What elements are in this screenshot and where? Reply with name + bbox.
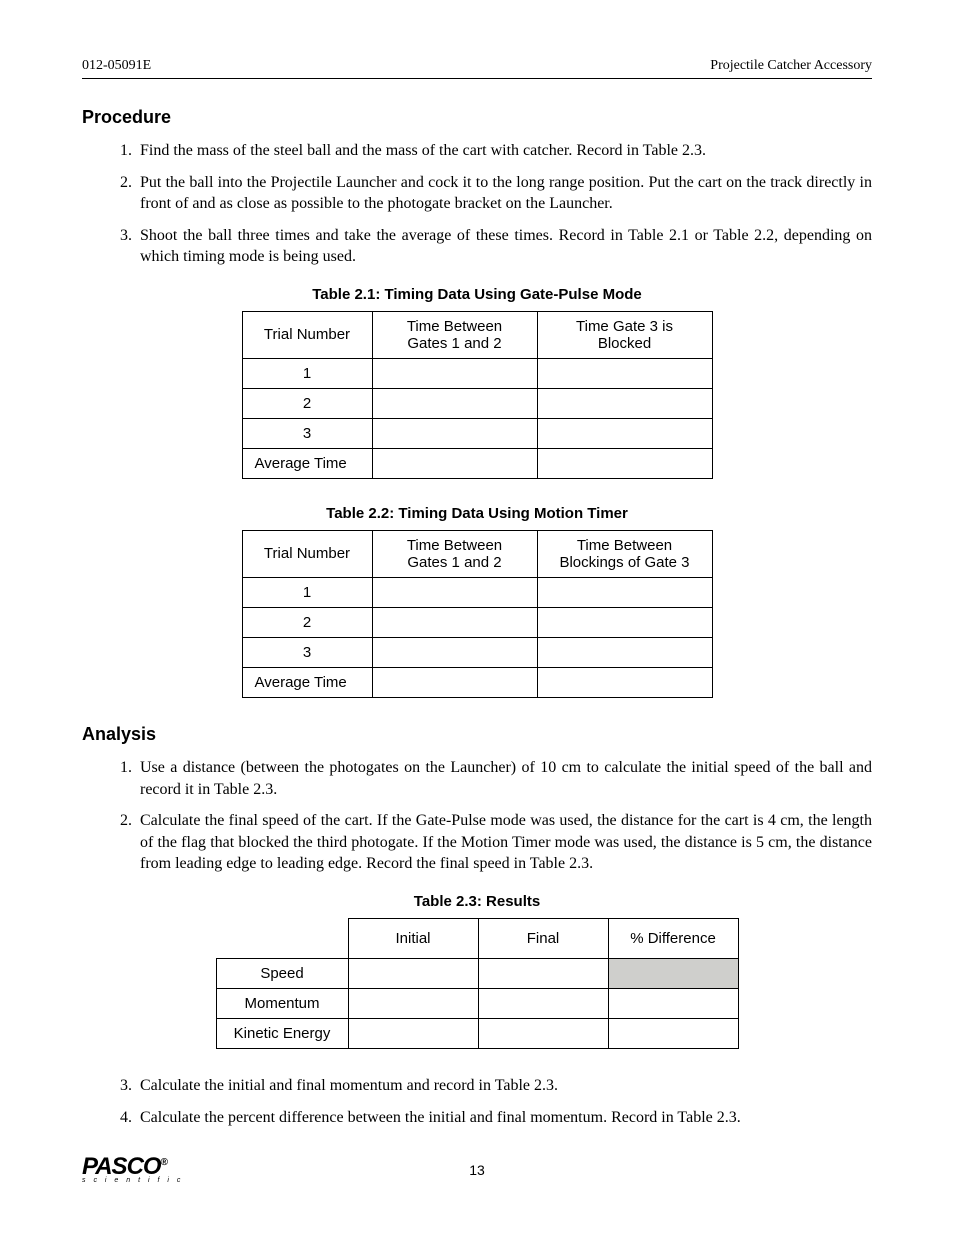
table-row-label: Kinetic Energy — [216, 1018, 348, 1048]
table-cell: 3 — [242, 418, 372, 448]
table-cell — [537, 667, 712, 697]
table-cell — [348, 958, 478, 988]
analysis-item: Use a distance (between the photogates o… — [136, 757, 872, 800]
table-header: Time Gate 3 is Blocked — [537, 311, 712, 358]
table-header: Time Between Gates 1 and 2 — [372, 530, 537, 577]
table-header: % Difference — [608, 918, 738, 958]
procedure-item: Shoot the ball three times and take the … — [136, 225, 872, 268]
table-cell: Average Time — [242, 667, 372, 697]
table-cell — [348, 988, 478, 1018]
table-cell — [478, 988, 608, 1018]
procedure-list: Find the mass of the steel ball and the … — [82, 140, 872, 268]
table-header: Initial — [348, 918, 478, 958]
table-cell — [372, 388, 537, 418]
table-cell — [537, 388, 712, 418]
table-header: Trial Number — [242, 311, 372, 358]
table-row-label: Momentum — [216, 988, 348, 1018]
page-header: 012-05091E Projectile Catcher Accessory — [82, 58, 872, 79]
table-cell — [372, 418, 537, 448]
table-header: Time Between Blockings of Gate 3 — [537, 530, 712, 577]
table-cell — [608, 988, 738, 1018]
table-cell: 2 — [242, 388, 372, 418]
table-2-3: Initial Final % Difference Speed Momentu… — [216, 918, 739, 1049]
table-cell — [537, 577, 712, 607]
table-cell — [372, 607, 537, 637]
table-cell — [478, 958, 608, 988]
table-cell: Average Time — [242, 448, 372, 478]
table-2-2-caption: Table 2.2: Timing Data Using Motion Time… — [82, 505, 872, 522]
analysis-heading: Analysis — [82, 724, 872, 745]
analysis-list-b: Calculate the initial and final momentum… — [82, 1075, 872, 1128]
header-left: 012-05091E — [82, 58, 151, 74]
procedure-item: Put the ball into the Projectile Launche… — [136, 172, 872, 215]
table-cell — [537, 607, 712, 637]
table-header: Trial Number — [242, 530, 372, 577]
table-cell — [372, 358, 537, 388]
analysis-list-a: Use a distance (between the photogates o… — [82, 757, 872, 875]
table-row-label: Speed — [216, 958, 348, 988]
table-cell — [372, 448, 537, 478]
table-cell — [478, 1018, 608, 1048]
pasco-logo: PASCO® s c i e n t i f i c — [82, 1156, 183, 1184]
procedure-item: Find the mass of the steel ball and the … — [136, 140, 872, 162]
page-footer: PASCO® s c i e n t i f i c 13 — [82, 1156, 872, 1184]
table-cell-shaded — [608, 958, 738, 988]
table-2-3-caption: Table 2.3: Results — [82, 893, 872, 910]
table-header: Final — [478, 918, 608, 958]
page-number: 13 — [469, 1162, 485, 1178]
table-cell — [537, 418, 712, 448]
table-cell — [372, 577, 537, 607]
table-cell — [608, 1018, 738, 1048]
table-cell — [537, 637, 712, 667]
table-cell — [537, 358, 712, 388]
registered-icon: ® — [161, 1157, 167, 1168]
table-cell-blank — [216, 918, 348, 958]
analysis-item: Calculate the percent difference between… — [136, 1107, 872, 1129]
table-cell: 3 — [242, 637, 372, 667]
table-cell — [372, 637, 537, 667]
analysis-item: Calculate the initial and final momentum… — [136, 1075, 872, 1097]
table-2-2: Trial Number Time Between Gates 1 and 2 … — [242, 530, 713, 698]
table-2-1: Trial Number Time Between Gates 1 and 2 … — [242, 311, 713, 479]
table-header: Time Between Gates 1 and 2 — [372, 311, 537, 358]
logo-subtext: s c i e n t i f i c — [82, 1178, 183, 1184]
table-cell — [372, 667, 537, 697]
analysis-item: Calculate the final speed of the cart. I… — [136, 810, 872, 875]
procedure-heading: Procedure — [82, 107, 872, 128]
table-cell — [348, 1018, 478, 1048]
header-right: Projectile Catcher Accessory — [710, 58, 872, 74]
table-cell: 2 — [242, 607, 372, 637]
table-cell: 1 — [242, 577, 372, 607]
table-cell: 1 — [242, 358, 372, 388]
table-cell — [537, 448, 712, 478]
table-2-1-caption: Table 2.1: Timing Data Using Gate-Pulse … — [82, 286, 872, 303]
